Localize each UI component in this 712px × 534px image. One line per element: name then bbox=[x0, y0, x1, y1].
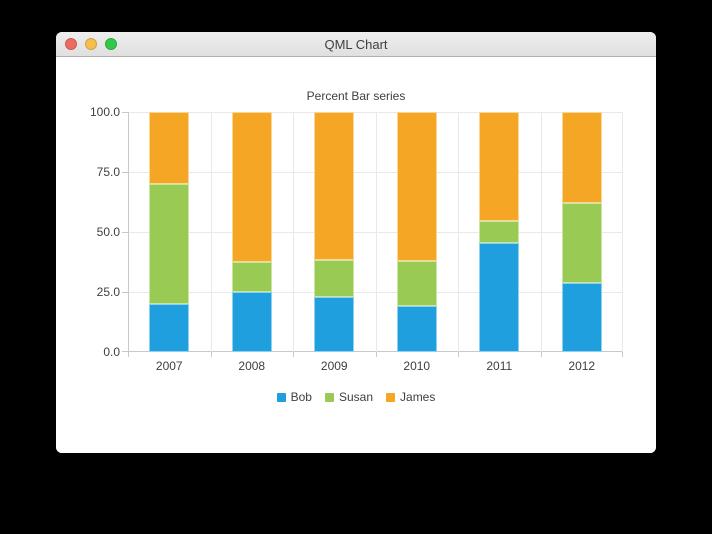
legend-marker-icon bbox=[324, 392, 334, 402]
x-axis-category-label: 2011 bbox=[486, 359, 513, 373]
bar-segment-bob-2011 bbox=[479, 243, 519, 352]
bar-segment-james-2007 bbox=[149, 112, 189, 184]
x-axis-tick bbox=[211, 352, 212, 357]
bar-segment-james-2011 bbox=[479, 112, 519, 221]
x-axis-tick bbox=[293, 352, 294, 357]
y-axis-tick bbox=[122, 232, 128, 233]
gridline-vertical bbox=[128, 112, 129, 352]
gridline-vertical bbox=[293, 112, 294, 352]
legend-label: Susan bbox=[338, 390, 374, 404]
chart-title: Percent Bar series bbox=[306, 89, 406, 103]
x-axis-category-label: 2012 bbox=[568, 359, 596, 373]
gridline-horizontal bbox=[128, 351, 623, 352]
gridline-vertical bbox=[622, 112, 623, 352]
x-axis-tick bbox=[622, 352, 623, 357]
window-title: QML Chart bbox=[324, 37, 388, 52]
x-axis-tick bbox=[541, 352, 542, 357]
bar-segment-james-2009 bbox=[314, 112, 354, 260]
x-axis-tick bbox=[376, 352, 377, 357]
bar-segment-bob-2010 bbox=[397, 306, 437, 352]
legend-label: James bbox=[400, 390, 436, 404]
gridline-horizontal bbox=[128, 172, 623, 173]
gridline-vertical bbox=[376, 112, 377, 352]
bar-segment-susan-2008 bbox=[232, 262, 272, 292]
chart-legend: Bob Susan James bbox=[56, 389, 656, 405]
zoom-button[interactable] bbox=[105, 38, 117, 50]
y-axis-tick-label: 25.0 bbox=[96, 285, 120, 299]
qml-chart-window: QML Chart Percent Bar series 0.0 25.0 50.0… bbox=[56, 32, 656, 453]
x-axis-tick bbox=[458, 352, 459, 357]
bar-segment-bob-2007 bbox=[149, 304, 189, 352]
bar-segment-susan-2009 bbox=[314, 260, 354, 297]
legend-item-james: James bbox=[386, 390, 435, 404]
y-axis-tick bbox=[122, 351, 128, 352]
y-axis-tick-label: 50.0 bbox=[96, 225, 120, 239]
legend-item-bob: Bob bbox=[276, 390, 312, 404]
bar-segment-james-2012 bbox=[562, 112, 602, 203]
x-axis-category-label: 2007 bbox=[155, 359, 183, 373]
minimize-button[interactable] bbox=[85, 38, 97, 50]
chart-view: Percent Bar series 0.0 25.0 50.0 75.0 100.0 … bbox=[56, 57, 656, 453]
bar-segment-susan-2010 bbox=[397, 261, 437, 306]
x-axis-tick bbox=[128, 352, 129, 357]
bar-segment-susan-2007 bbox=[149, 184, 189, 304]
close-button[interactable] bbox=[65, 38, 77, 50]
bar-segment-bob-2008 bbox=[232, 292, 272, 352]
y-axis-tick-label: 75.0 bbox=[96, 165, 120, 179]
plot-area bbox=[122, 112, 623, 357]
gridline-horizontal bbox=[128, 112, 623, 113]
x-axis-category-label: 2010 bbox=[403, 359, 431, 373]
y-axis-tick-label: 0.0 bbox=[103, 345, 120, 359]
y-axis-tick bbox=[122, 172, 128, 173]
y-axis-tick bbox=[122, 112, 128, 113]
bar-segment-bob-2009 bbox=[314, 297, 354, 352]
legend-item-susan: Susan bbox=[324, 390, 374, 404]
gridline-vertical bbox=[458, 112, 459, 352]
x-axis-category-label: 2009 bbox=[320, 359, 348, 373]
bar-segment-bob-2012 bbox=[562, 283, 602, 352]
bar-segment-susan-2012 bbox=[562, 203, 602, 283]
window-controls bbox=[65, 38, 117, 50]
bar-segment-james-2010 bbox=[397, 112, 437, 261]
gridline-vertical bbox=[211, 112, 212, 352]
legend-label: Bob bbox=[290, 390, 312, 404]
legend-marker-icon bbox=[276, 392, 286, 402]
bar-segment-susan-2011 bbox=[479, 221, 519, 243]
bar-segment-james-2008 bbox=[232, 112, 272, 262]
gridline-horizontal bbox=[128, 292, 623, 293]
gridline-horizontal bbox=[128, 232, 623, 233]
y-axis-tick-label: 100.0 bbox=[89, 105, 120, 119]
x-axis-category-label: 2008 bbox=[238, 359, 266, 373]
y-axis-tick bbox=[122, 292, 128, 293]
gridline-vertical bbox=[541, 112, 542, 352]
window-titlebar[interactable]: QML Chart bbox=[56, 32, 656, 57]
legend-marker-icon bbox=[386, 392, 396, 402]
